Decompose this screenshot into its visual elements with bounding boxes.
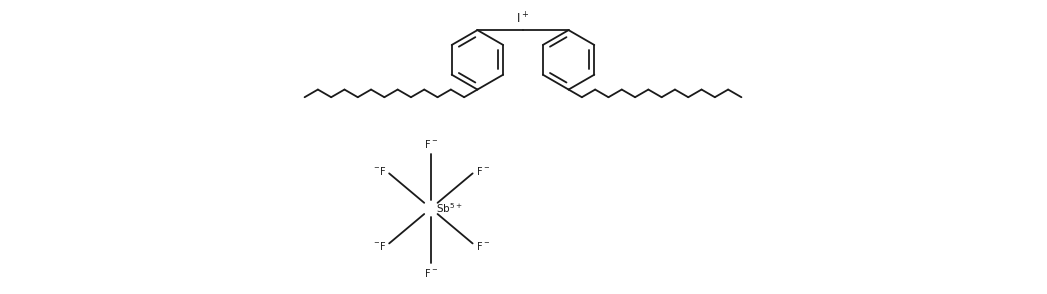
Text: I$^+$: I$^+$ <box>516 11 530 26</box>
Text: $^{-}$F: $^{-}$F <box>373 165 386 177</box>
Text: F$^-$: F$^-$ <box>475 240 490 252</box>
Text: $^{-}$F: $^{-}$F <box>373 240 386 252</box>
Text: Sb$^{5+}$: Sb$^{5+}$ <box>436 201 463 215</box>
Text: F$^-$: F$^-$ <box>424 138 438 150</box>
Text: F$^-$: F$^-$ <box>475 165 490 177</box>
Text: F$^-$: F$^-$ <box>424 267 438 279</box>
